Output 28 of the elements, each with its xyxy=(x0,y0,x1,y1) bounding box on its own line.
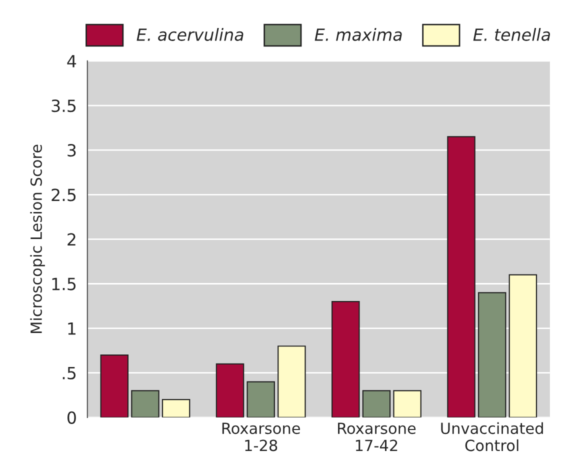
y-tick-label: 1.5 xyxy=(52,278,76,290)
y-tick-label: 4 xyxy=(67,55,76,68)
legend-label: E. tenella xyxy=(473,28,550,41)
bar xyxy=(478,292,506,418)
legend-label: E. acervulina xyxy=(136,28,244,41)
y-tick-label: 3.5 xyxy=(52,99,76,112)
bar xyxy=(332,301,360,418)
y-tick-label: 3 xyxy=(68,144,76,157)
x-tick-label: Roxarsone 17-42 xyxy=(338,422,416,451)
legend-label: E. maxima xyxy=(314,28,402,41)
x-tick-label: Unvaccinated Control xyxy=(441,422,543,452)
y-tick-label: 2.5 xyxy=(52,188,76,202)
y-tick-label: .5 xyxy=(62,367,76,380)
bar xyxy=(100,354,129,418)
bar xyxy=(216,363,244,418)
bar xyxy=(131,390,160,418)
y-axis-title: Microscopic Lesion Score xyxy=(30,144,45,333)
bar xyxy=(508,274,538,418)
bar xyxy=(362,390,391,418)
y-tick-label: 1 xyxy=(68,322,76,335)
y-tick-label: 0 xyxy=(68,411,76,424)
y-tick-label: 2 xyxy=(68,233,76,246)
bar xyxy=(162,399,190,418)
bar xyxy=(246,381,275,418)
bar xyxy=(393,390,422,418)
x-tick-label: Roxarsone 1-28 xyxy=(222,422,300,452)
bar xyxy=(278,346,306,418)
bar xyxy=(447,136,476,418)
